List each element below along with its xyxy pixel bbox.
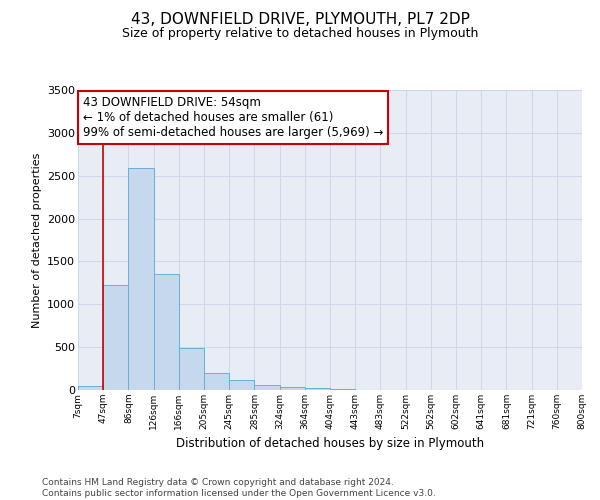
Bar	[179, 348, 204, 390]
Bar	[128, 168, 154, 390]
Bar	[229, 380, 254, 390]
Text: 43, DOWNFIELD DRIVE, PLYMOUTH, PL7 2DP: 43, DOWNFIELD DRIVE, PLYMOUTH, PL7 2DP	[131, 12, 469, 28]
X-axis label: Distribution of detached houses by size in Plymouth: Distribution of detached houses by size …	[176, 438, 484, 450]
Text: Contains HM Land Registry data © Crown copyright and database right 2024.
Contai: Contains HM Land Registry data © Crown c…	[42, 478, 436, 498]
Bar	[103, 284, 128, 390]
Y-axis label: Number of detached properties: Number of detached properties	[32, 152, 41, 328]
Bar	[305, 388, 330, 390]
Bar	[280, 388, 305, 390]
Text: 43 DOWNFIELD DRIVE: 54sqm
← 1% of detached houses are smaller (61)
99% of semi-d: 43 DOWNFIELD DRIVE: 54sqm ← 1% of detach…	[83, 96, 383, 139]
Text: Size of property relative to detached houses in Plymouth: Size of property relative to detached ho…	[122, 28, 478, 40]
Bar	[254, 386, 280, 390]
Bar	[78, 386, 103, 390]
Bar	[154, 274, 179, 390]
Bar	[330, 389, 355, 390]
Bar	[204, 373, 229, 390]
